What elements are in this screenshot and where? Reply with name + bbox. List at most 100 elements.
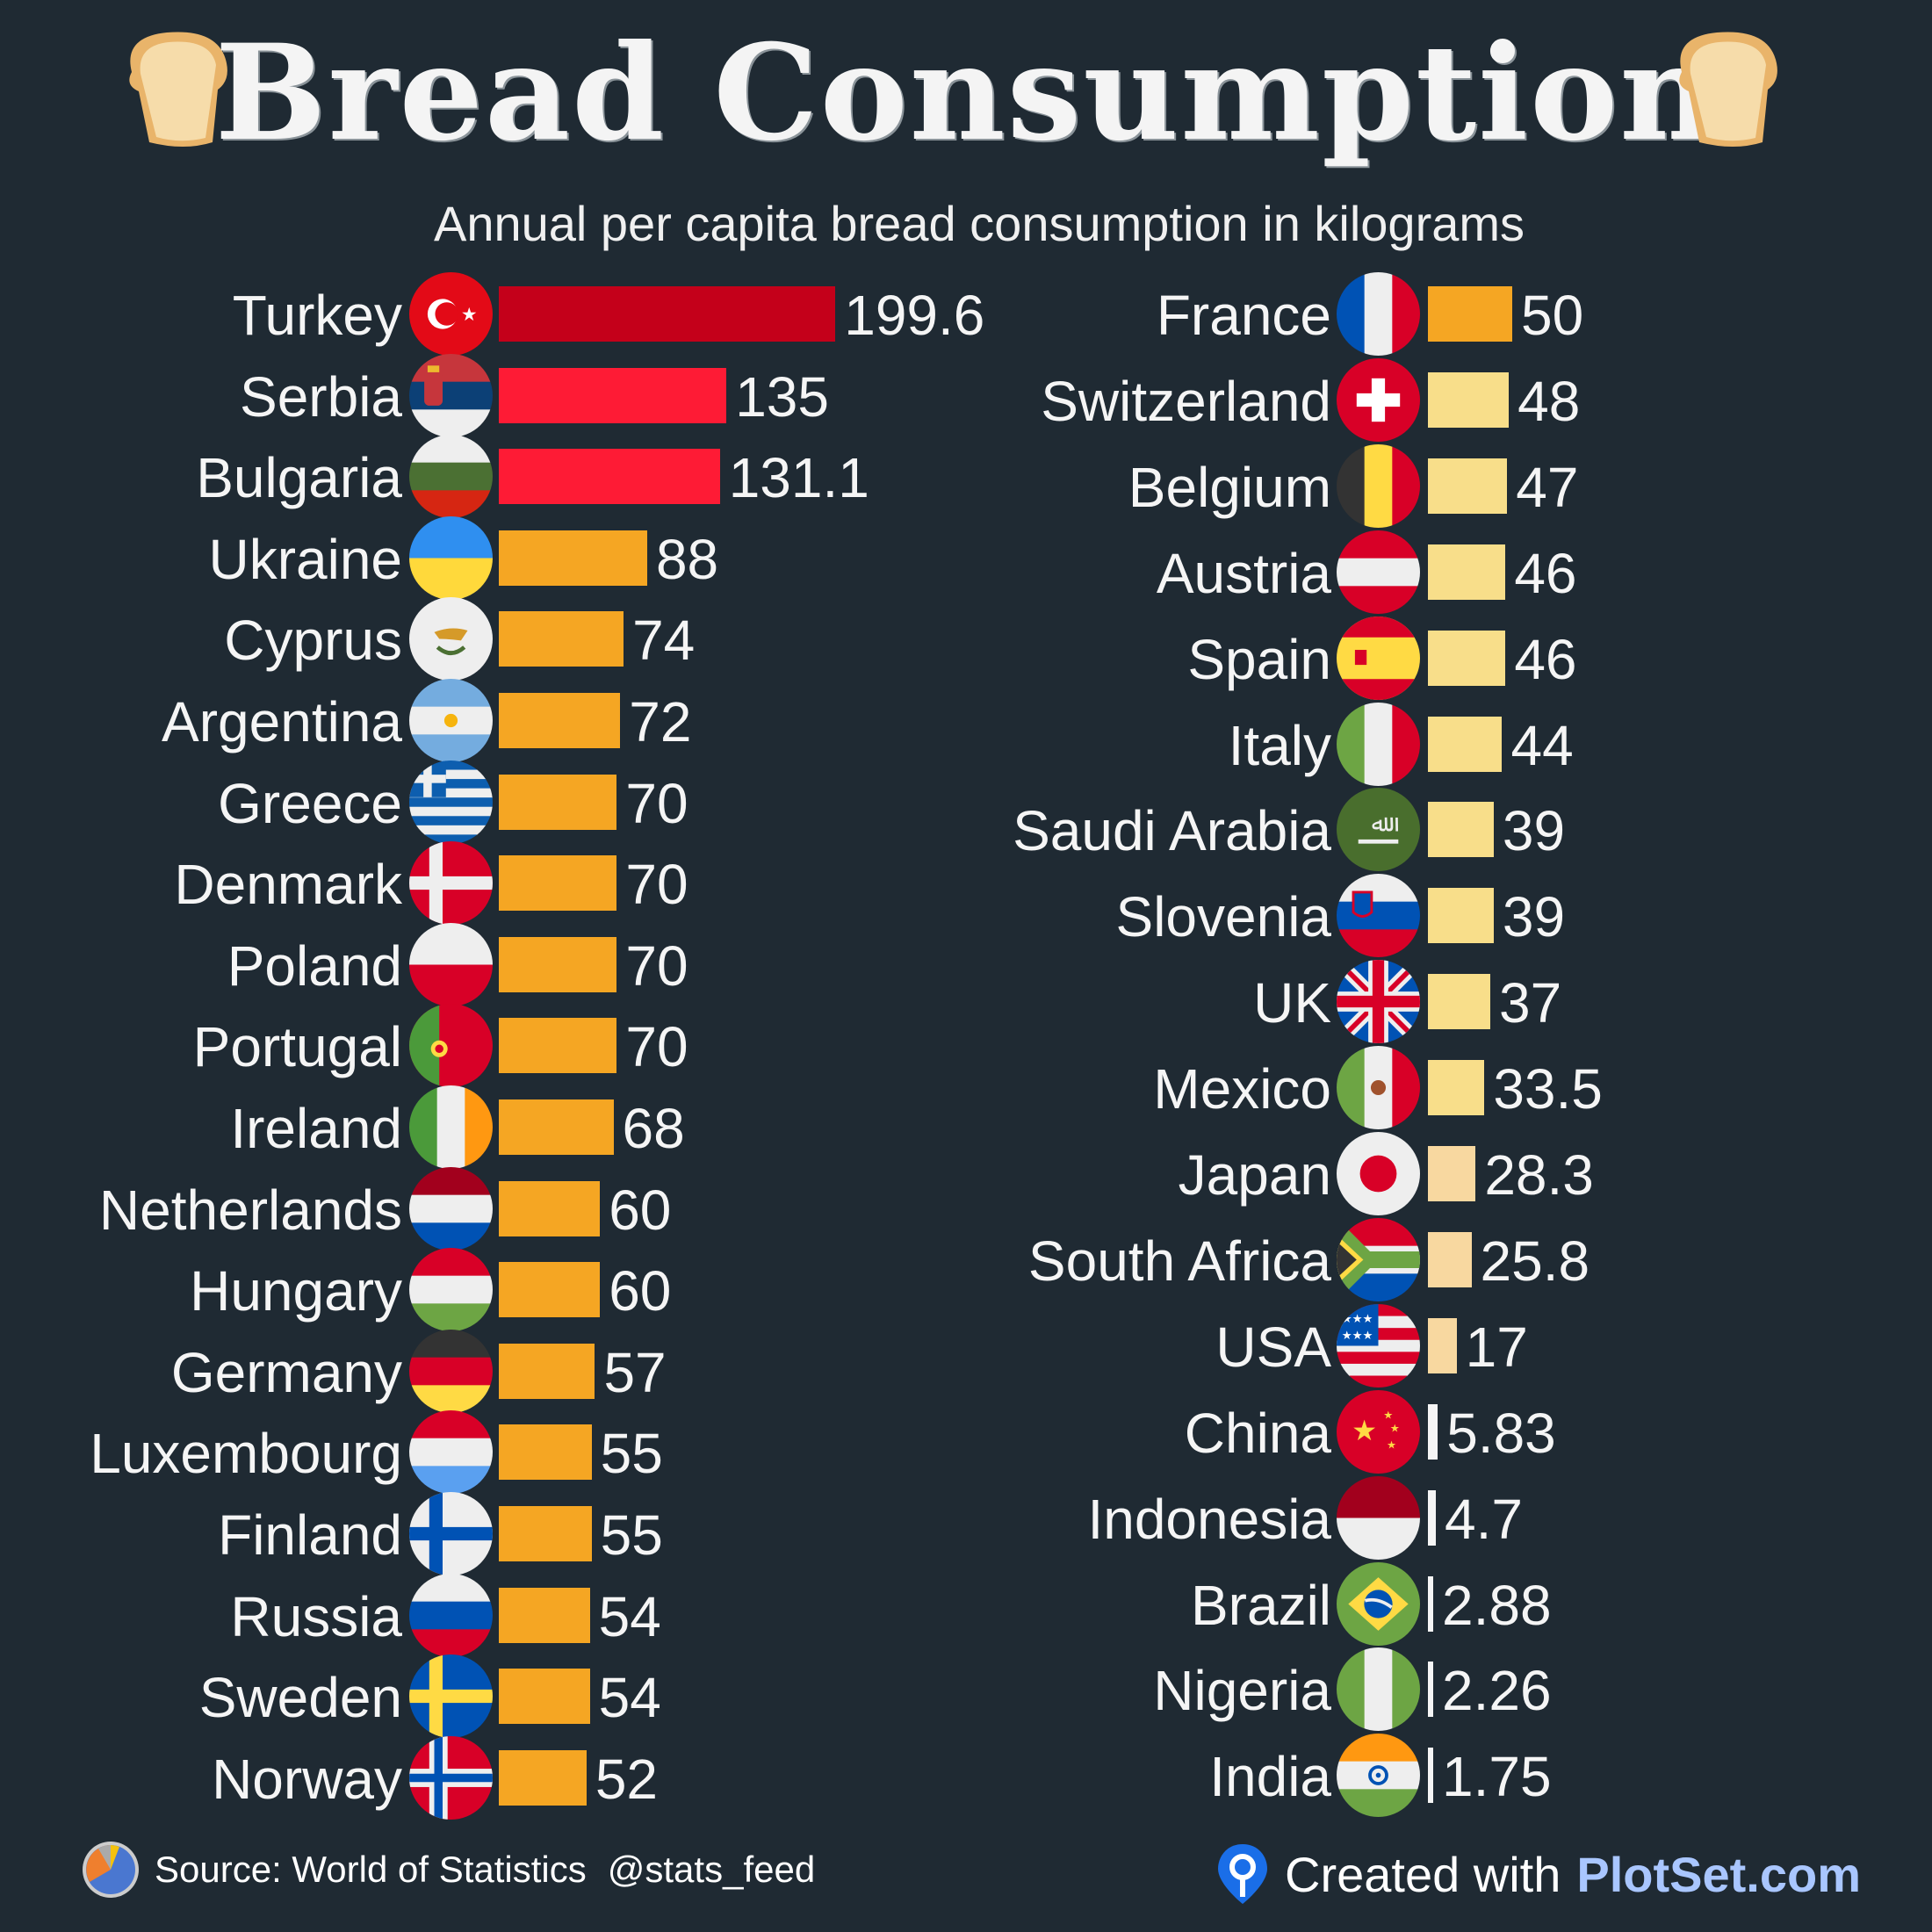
bar bbox=[499, 1749, 587, 1806]
svg-text:★: ★ bbox=[461, 305, 478, 325]
usa-flag-icon: ★★★ ★★★ bbox=[1337, 1303, 1420, 1388]
bar bbox=[1428, 1146, 1476, 1201]
value-label: 54 bbox=[598, 1584, 661, 1648]
chart-subtitle: Annual per capita bread consumption in k… bbox=[433, 196, 1525, 251]
bar bbox=[499, 611, 624, 667]
value-label: 72 bbox=[629, 690, 692, 753]
value-label: 25.8 bbox=[1480, 1229, 1590, 1293]
value-label: 131.1 bbox=[728, 446, 869, 510]
country-label: China bbox=[1184, 1401, 1331, 1465]
bar bbox=[499, 693, 621, 748]
mexico-flag-icon bbox=[1337, 1046, 1420, 1130]
value-label: 74 bbox=[632, 609, 696, 673]
bar-row-ukraine: Ukraine 88 bbox=[0, 515, 1932, 600]
svg-text:★★★: ★★★ bbox=[1342, 1312, 1373, 1325]
bar bbox=[499, 1262, 601, 1318]
country-label: Germany bbox=[170, 1340, 402, 1404]
value-label: 60 bbox=[609, 1178, 672, 1242]
value-label: 46 bbox=[1514, 627, 1577, 691]
value-label: 17 bbox=[1465, 1315, 1528, 1379]
country-label: Netherlands bbox=[98, 1178, 402, 1242]
country-label: Ukraine bbox=[208, 527, 402, 591]
bar bbox=[1428, 1060, 1485, 1116]
bar bbox=[499, 1343, 595, 1399]
bar-row-spain: Spain 46 bbox=[0, 616, 1932, 700]
country-label: Austria bbox=[1156, 541, 1331, 605]
bar-row-sweden: Sweden 54 bbox=[0, 1654, 1932, 1739]
norway-flag-icon bbox=[409, 1735, 493, 1820]
bar-row-serbia: Serbia 135 bbox=[0, 353, 1932, 437]
bar-row-netherlands: Netherlands 60 bbox=[0, 1166, 1932, 1251]
greece-flag-icon bbox=[409, 760, 493, 844]
bar-row-usa: USA ★★★ ★★★ 17 bbox=[0, 1303, 1932, 1388]
bar-row-china: China ★ ★ ★ ★ 5.83 bbox=[0, 1389, 1932, 1474]
value-label: 60 bbox=[609, 1259, 672, 1323]
country-label: Turkey bbox=[232, 284, 402, 347]
bar bbox=[1428, 888, 1494, 944]
bar-row-uk: UK 37 bbox=[0, 960, 1932, 1044]
value-label: 47 bbox=[1516, 455, 1579, 519]
bar bbox=[499, 774, 617, 830]
pie-logo-icon bbox=[83, 1842, 139, 1898]
plotset-link[interactable]: PlotSet.com bbox=[1576, 1846, 1861, 1902]
bread-icon bbox=[129, 32, 227, 147]
bar-row-belgium: Belgium 47 bbox=[0, 443, 1932, 528]
bulgaria-flag-icon bbox=[409, 435, 493, 519]
bread-icon bbox=[1679, 32, 1777, 147]
portugal-flag-icon bbox=[409, 1004, 493, 1088]
country-label: Switzerland bbox=[1041, 369, 1331, 433]
value-label: 68 bbox=[622, 1097, 685, 1160]
country-label: Argentina bbox=[162, 690, 402, 753]
china-flag-icon: ★ ★★★ bbox=[1337, 1389, 1420, 1474]
bar-row-switzerland: Switzerland 48 bbox=[0, 357, 1932, 442]
cyprus-flag-icon bbox=[409, 597, 493, 681]
svg-text:★: ★ bbox=[1383, 1409, 1393, 1421]
bar-row-denmark: Denmark 70 bbox=[0, 841, 1932, 926]
bar bbox=[499, 286, 836, 342]
bar-row-japan: Japan 28.3 bbox=[0, 1132, 1932, 1215]
luxembourg-flag-icon bbox=[409, 1410, 493, 1495]
bar bbox=[1428, 974, 1491, 1030]
bar-row-poland: Poland 70 bbox=[0, 922, 1932, 1006]
italy-flag-icon bbox=[1337, 702, 1420, 786]
bar-row-austria: Austria 46 bbox=[0, 530, 1932, 614]
plotset-credit[interactable]: Created with PlotSet.com bbox=[1216, 1842, 1861, 1906]
value-label: 199.6 bbox=[844, 284, 985, 347]
poland-flag-icon bbox=[409, 922, 493, 1006]
bar bbox=[1428, 716, 1503, 772]
svg-text:★: ★ bbox=[1387, 1438, 1396, 1451]
value-label: 57 bbox=[603, 1340, 667, 1404]
country-label: Russia bbox=[230, 1584, 402, 1648]
bar bbox=[1428, 371, 1510, 428]
country-label: Hungary bbox=[190, 1259, 402, 1323]
value-label: 70 bbox=[625, 853, 688, 917]
bar-row-germany: Germany 57 bbox=[0, 1329, 1932, 1413]
russia-flag-icon bbox=[409, 1573, 493, 1657]
bar-row-norway: Norway 52 bbox=[0, 1735, 1932, 1820]
bar bbox=[1428, 1748, 1433, 1804]
germany-flag-icon bbox=[409, 1329, 493, 1413]
bar bbox=[499, 1669, 590, 1725]
bar-row-brazil: Brazil 2.88 bbox=[0, 1561, 1932, 1646]
country-label: Sweden bbox=[198, 1666, 402, 1730]
serbia-flag-icon bbox=[409, 353, 493, 437]
svg-text:★★★: ★★★ bbox=[1342, 1329, 1373, 1342]
bar-row-argentina: Argentina 72 bbox=[0, 679, 1932, 762]
value-label: 33.5 bbox=[1493, 1057, 1603, 1121]
country-label: Poland bbox=[227, 934, 402, 998]
country-label: Nigeria bbox=[1153, 1659, 1331, 1723]
value-label: 37 bbox=[1499, 971, 1562, 1035]
india-flag-icon bbox=[1337, 1734, 1420, 1818]
bar-row-india: India 1.75 bbox=[0, 1734, 1932, 1818]
bar bbox=[1428, 1403, 1438, 1460]
country-label: Brazil bbox=[1190, 1573, 1331, 1637]
belgium-flag-icon bbox=[1337, 443, 1420, 528]
value-label: 88 bbox=[655, 527, 719, 591]
japan-flag-icon bbox=[1337, 1132, 1420, 1215]
france-flag-icon bbox=[1337, 272, 1420, 356]
bar-row-nigeria: Nigeria 2.26 bbox=[0, 1647, 1932, 1732]
bar bbox=[1428, 458, 1508, 514]
bar-row-indonesia: Indonesia 4.7 bbox=[0, 1475, 1932, 1560]
svg-text:★: ★ bbox=[1390, 1422, 1400, 1434]
